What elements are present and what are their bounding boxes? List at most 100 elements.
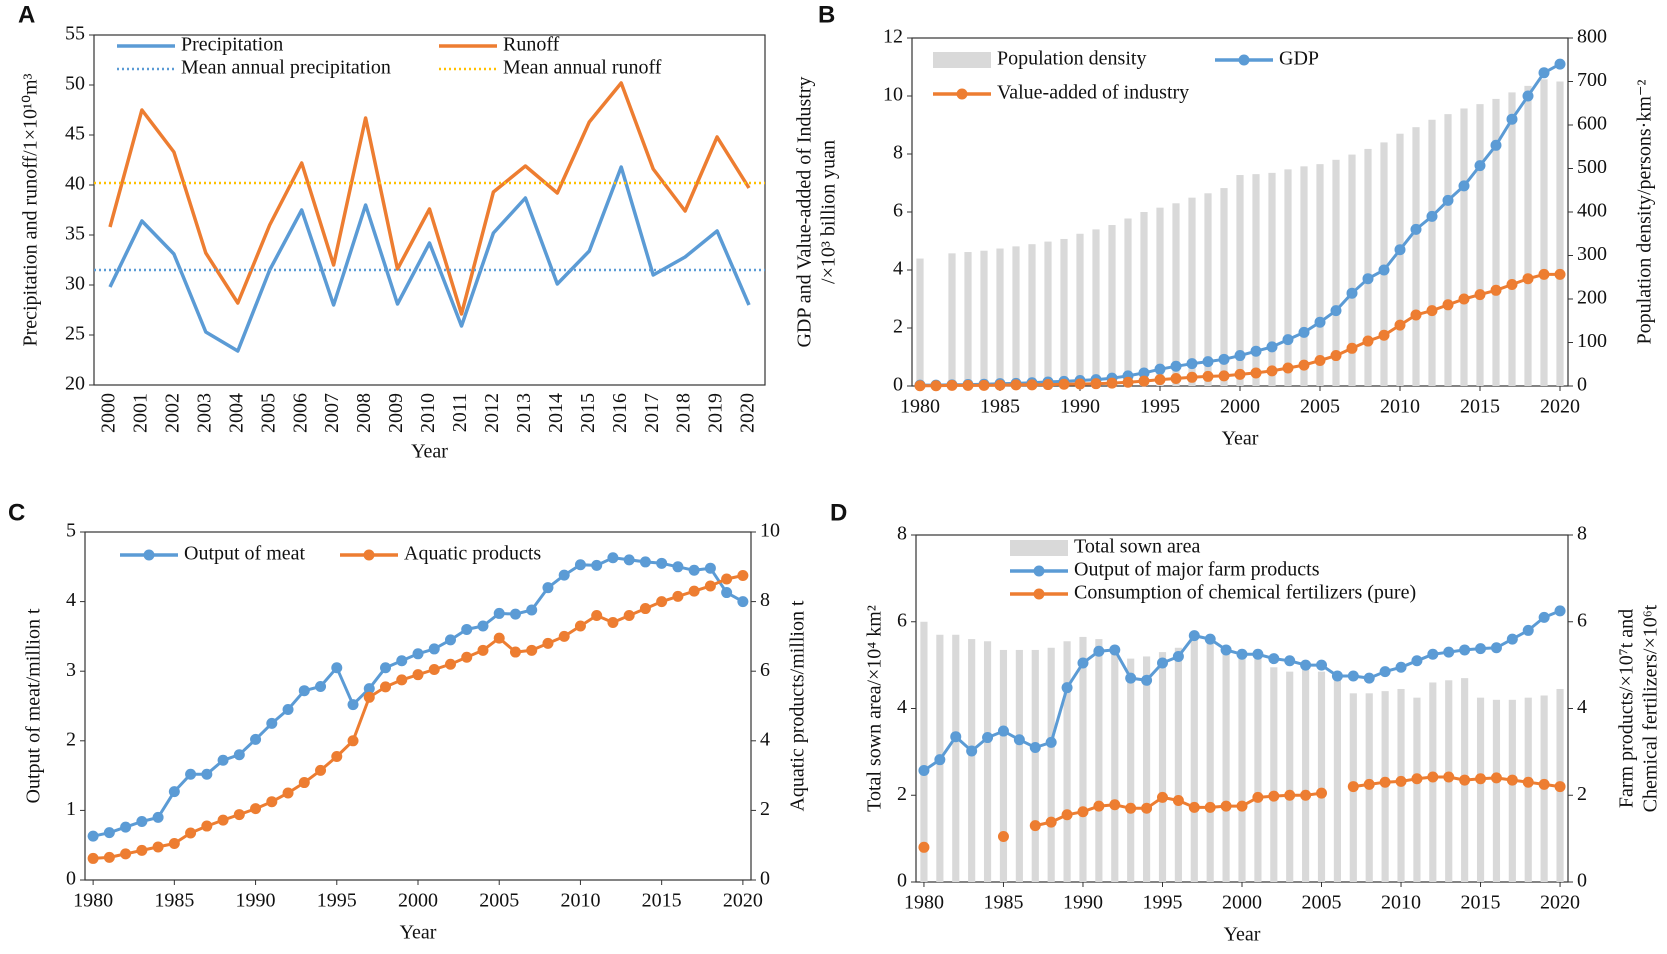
marker [412, 648, 424, 660]
marker [1172, 650, 1184, 662]
x-axis-label: Year [1222, 428, 1259, 450]
marker [168, 837, 180, 849]
marker [1282, 362, 1294, 374]
marker [1300, 659, 1312, 671]
marker [185, 827, 197, 839]
marker [1284, 655, 1296, 667]
marker [1379, 776, 1391, 788]
y2-tick-label: 0 [760, 868, 770, 890]
marker [1506, 113, 1518, 125]
marker [1077, 806, 1089, 818]
x-tick-label: 2015 [1461, 892, 1501, 914]
marker [493, 607, 505, 619]
marker [1250, 367, 1262, 379]
marker [1202, 356, 1214, 368]
marker [574, 559, 586, 571]
marker [1074, 378, 1086, 390]
marker [1029, 742, 1041, 754]
x-tick-label: 2010 [417, 393, 439, 433]
marker [1363, 778, 1375, 790]
x-tick-label: 2001 [130, 393, 152, 433]
marker [1443, 771, 1455, 783]
y-axis-label: /×10³ billion yuan [818, 140, 840, 284]
marker [607, 552, 619, 564]
marker [363, 691, 375, 703]
y-tick-label: 55 [65, 23, 85, 45]
marker [1346, 342, 1358, 354]
x-tick-label: 2015 [1460, 396, 1500, 418]
x-tick-label: 1980 [73, 890, 113, 912]
bar [983, 641, 992, 882]
marker [1250, 345, 1262, 357]
marker [1538, 67, 1550, 79]
marker [1363, 672, 1375, 684]
legend-label: Value-added of industry [997, 82, 1189, 104]
bar [1204, 193, 1212, 386]
marker [1490, 139, 1502, 151]
x-tick-label: 2000 [398, 890, 438, 912]
bar [1238, 654, 1246, 882]
bar [1508, 699, 1516, 882]
x-tick-label: 1990 [1063, 892, 1103, 914]
marker [704, 580, 716, 592]
marker [994, 379, 1006, 391]
y-tick-label: 1 [66, 798, 76, 820]
marker [1314, 316, 1326, 328]
y-tick-label: 3 [66, 659, 76, 681]
bar [968, 639, 976, 882]
marker [558, 569, 570, 581]
marker [1154, 374, 1166, 386]
bar [1444, 114, 1452, 386]
bar [1190, 639, 1198, 882]
series-line [108, 165, 751, 353]
panel-label: C [8, 499, 25, 526]
marker [1188, 630, 1200, 642]
bar [1158, 652, 1167, 882]
y2-axis-label: Farm products/×10⁷t and [1616, 609, 1638, 808]
x-tick-label: 2019 [705, 393, 727, 433]
marker [688, 564, 700, 576]
marker [1061, 809, 1073, 821]
marker [1268, 790, 1280, 802]
marker [152, 811, 164, 823]
marker [136, 816, 148, 828]
marker [1109, 799, 1121, 811]
y2-tick-label: 100 [1577, 330, 1607, 352]
marker [623, 554, 635, 566]
marker [1284, 789, 1296, 801]
x-tick-label: 2010 [1380, 396, 1420, 418]
marker [266, 717, 278, 729]
marker [1170, 360, 1182, 372]
bar [1348, 154, 1356, 386]
bar [1236, 175, 1244, 386]
bar [920, 621, 928, 882]
x-tick-label: 2020 [1540, 396, 1580, 418]
marker [526, 604, 538, 616]
x-tick-label: 1990 [236, 890, 276, 912]
marker [1218, 370, 1230, 382]
marker [1411, 773, 1423, 785]
bar [1124, 218, 1132, 386]
marker [1522, 776, 1534, 788]
marker [1378, 329, 1390, 341]
marker [1090, 378, 1102, 390]
bar [1270, 667, 1278, 882]
bar [1302, 669, 1310, 882]
y-tick-label: 8 [897, 523, 907, 545]
marker [1234, 368, 1246, 380]
marker [1506, 633, 1518, 645]
marker [1298, 359, 1310, 371]
y2-tick-label: 8 [760, 589, 770, 611]
marker [737, 570, 749, 581]
x-tick-label: 2009 [385, 393, 407, 433]
marker [1045, 736, 1057, 748]
marker [1268, 653, 1280, 665]
marker [152, 841, 164, 853]
marker [607, 616, 619, 628]
x-tick-label: 2013 [513, 393, 535, 433]
marker [1013, 734, 1025, 746]
bar [1188, 197, 1196, 386]
marker [1554, 58, 1566, 70]
panel-label: B [818, 1, 835, 28]
marker [1042, 379, 1054, 391]
